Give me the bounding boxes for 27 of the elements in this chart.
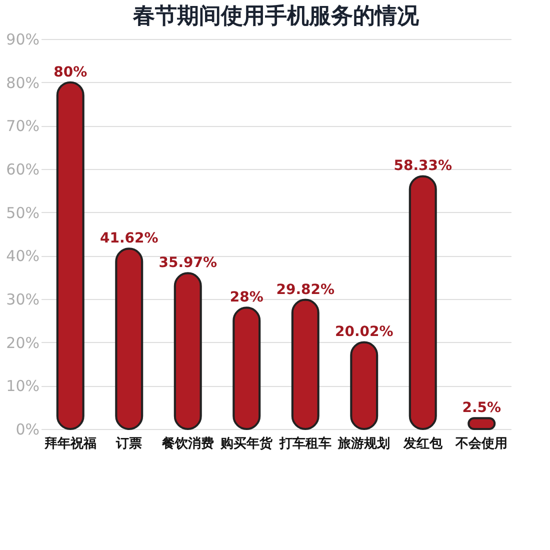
y-tick-label: 80% [6, 74, 40, 92]
x-tick-label: 购买年货 [220, 436, 274, 452]
y-tick-label: 60% [6, 160, 40, 178]
data-label: 2.5% [462, 400, 502, 416]
x-tick-label: 发红包 [402, 436, 444, 452]
data-label: 80% [54, 64, 88, 80]
x-tick-label: 订票 [115, 436, 142, 452]
x-tick-label: 旅游规划 [337, 436, 390, 452]
y-tick-label: 50% [6, 204, 40, 222]
y-tick-label: 70% [6, 117, 40, 136]
data-label: 58.33% [394, 158, 452, 174]
y-tick-label: 20% [6, 334, 40, 352]
y-tick-label: 40% [6, 247, 40, 266]
data-label: 35.97% [158, 255, 218, 272]
x-tick-label: 打车租车 [278, 436, 332, 452]
x-tick-label: 餐饮消费 [160, 436, 214, 452]
y-tick-label: 10% [6, 377, 40, 396]
chart-title: 春节期间使用手机服务的情况 [132, 4, 420, 29]
data-label: 20.02% [334, 324, 394, 340]
x-tick-label: 拜年祝福 [43, 436, 96, 452]
data-label: 28% [230, 290, 264, 306]
y-tick-label: 0% [16, 420, 40, 438]
y-tick-label: 30% [6, 290, 40, 308]
data-label: 41.62% [100, 230, 158, 247]
data-label: 29.82% [276, 282, 335, 298]
y-tick-label: 90% [6, 30, 40, 48]
x-tick-label: 不会使用 [454, 436, 508, 452]
